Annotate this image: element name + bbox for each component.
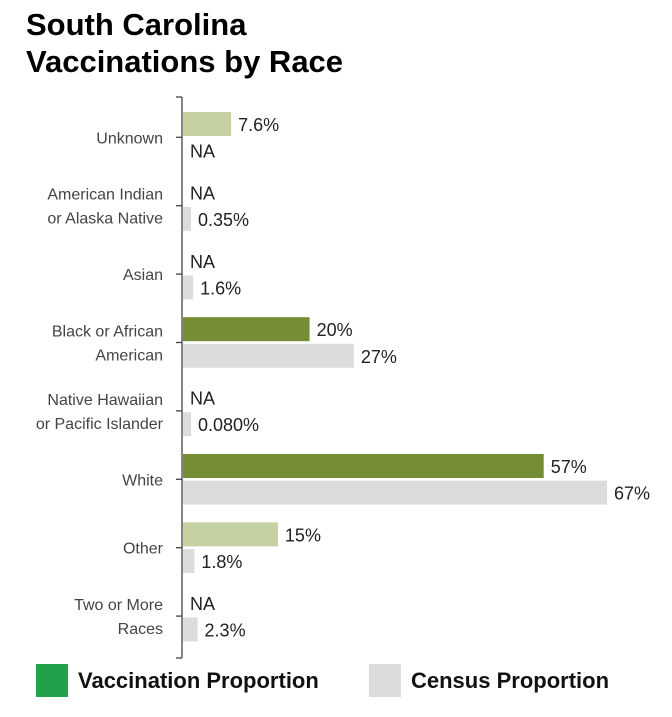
vaccination-value-label: 7.6% <box>238 115 279 135</box>
legend-item-vaccination: Vaccination Proportion <box>36 664 319 697</box>
chart-title-line-2: Vaccinations by Race <box>26 44 344 79</box>
census-value-label: NA <box>190 142 215 162</box>
census-value-label: 67% <box>614 484 650 504</box>
vaccination-value-label: NA <box>190 594 215 614</box>
vaccination-value-label: NA <box>190 252 215 272</box>
census-bar <box>183 617 198 642</box>
legend-label-vaccination: Vaccination Proportion <box>78 667 319 693</box>
category-label: Other <box>123 541 164 558</box>
census-bar <box>183 207 191 231</box>
category-label: Native Hawaiian or Pacific Islander <box>36 392 164 433</box>
legend-swatch-vaccination <box>36 664 68 697</box>
legend-label-census: Census Proportion <box>411 667 610 693</box>
census-value-label: 27% <box>361 347 397 367</box>
census-value-label: 2.3% <box>205 620 246 640</box>
category-label: American Indian or Alaska Native <box>47 187 163 228</box>
chart-legend: Vaccination Proportion Census Proportion <box>0 664 672 704</box>
vaccination-bar <box>183 112 232 136</box>
category-label: Unknown <box>96 130 163 147</box>
vaccination-value-label: NA <box>190 389 215 409</box>
vaccination-value-label: NA <box>190 183 215 203</box>
category-label: Black or African American <box>52 324 163 365</box>
legend-item-census: Census Proportion <box>369 664 609 697</box>
census-bar <box>183 412 191 437</box>
vaccination-bar <box>183 522 278 547</box>
chart-title: South Carolina Vaccinations by Race <box>26 6 343 80</box>
vaccination-value-label: 57% <box>551 457 587 477</box>
census-bar <box>183 549 195 573</box>
census-value-label: 0.080% <box>198 415 259 435</box>
vaccination-bar <box>183 317 310 342</box>
vaccination-value-label: 15% <box>285 525 321 545</box>
chart-title-line-1: South Carolina <box>26 7 247 42</box>
census-bar <box>183 275 194 300</box>
category-label: White <box>122 472 163 489</box>
vaccination-bar <box>183 454 544 478</box>
census-bar <box>183 343 354 368</box>
census-value-label: 1.8% <box>201 552 242 572</box>
census-bar <box>183 480 607 505</box>
legend-swatch-census <box>369 664 401 697</box>
vaccination-value-label: 20% <box>317 320 353 340</box>
category-label: Two or More Races <box>74 597 163 638</box>
category-label: Asian <box>123 267 163 284</box>
census-value-label: 1.6% <box>200 278 241 298</box>
census-value-label: 0.35% <box>198 210 249 230</box>
